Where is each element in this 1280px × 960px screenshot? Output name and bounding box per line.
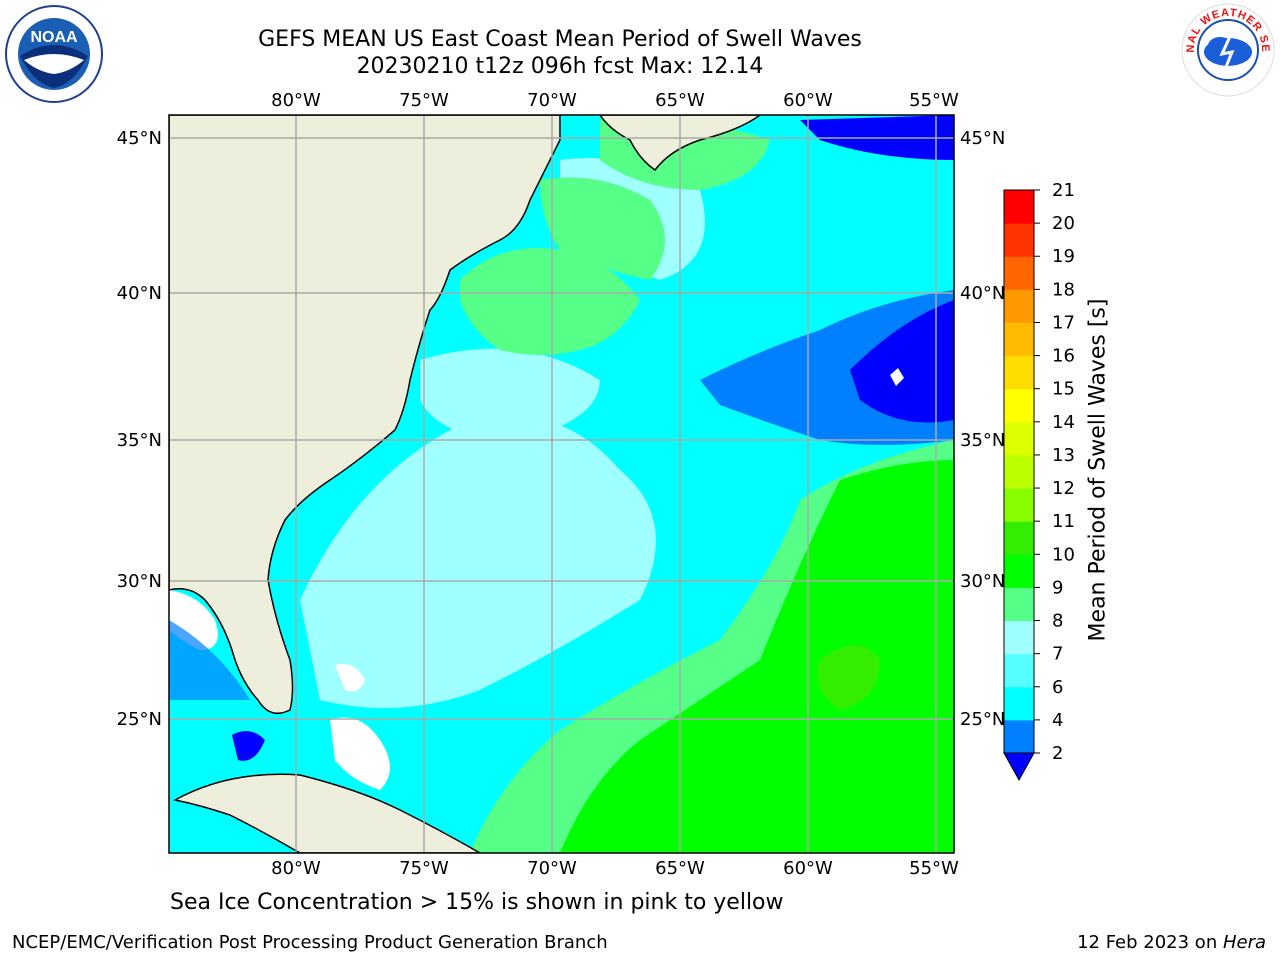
lat-label-right: 45°N: [960, 128, 1005, 149]
lat-label-right: 25°N: [960, 709, 1005, 730]
colorbar-swatch: [1004, 587, 1034, 622]
lon-label-top: 65°W: [655, 90, 705, 111]
colorbar-swatch: [1004, 190, 1034, 224]
colorbar-tick-label: 4: [1052, 710, 1063, 731]
colorbar-tick-label: 6: [1052, 677, 1063, 698]
lat-label-right: 40°N: [960, 283, 1005, 304]
colorbar-swatch: [1004, 554, 1034, 588]
lon-label-top: 70°W: [527, 90, 577, 111]
colorbar-tick-label: 21: [1052, 180, 1075, 201]
swell-zone-8-9s: [300, 415, 656, 708]
colorbar-tick-label: 17: [1052, 312, 1075, 333]
noaa-logo: NOAA: [5, 5, 103, 103]
colorbar-tick-label: 20: [1052, 213, 1075, 234]
colorbar-swatch: [1004, 653, 1034, 688]
sea-ice-note: Sea Ice Concentration > 15% is shown in …: [170, 890, 784, 915]
colorbar-ticks: 2 4 6 7 8 9 10 11 12 13 14 15 16 17 18 19 20 21: [1034, 180, 1075, 764]
lon-label-bottom: 75°W: [399, 858, 449, 879]
noaa-logo-text: NOAA: [30, 29, 78, 46]
colorbar-tick-label: 14: [1052, 412, 1075, 433]
lon-label-top: 80°W: [271, 90, 321, 111]
lon-label-top: 75°W: [399, 90, 449, 111]
lon-label-bottom: 80°W: [271, 858, 321, 879]
colorbar-tick-label: 2: [1052, 743, 1063, 764]
colorbar-extend-triangle: [1003, 752, 1035, 782]
colorbar-frame: [1003, 189, 1035, 754]
map-grid: [169, 115, 954, 853]
lon-label-bottom: 60°W: [783, 858, 833, 879]
chart-subtitle: 20230210 t12z 096h fcst Max: 12.14: [356, 54, 764, 79]
colorbar-swatch: [1004, 421, 1034, 456]
footer-host: Hera: [1222, 932, 1266, 953]
nws-logo: NATIONAL WEATHER SERVICE: [1180, 2, 1275, 97]
footer-org: NCEP/EMC/Verification Post Processing Pr…: [12, 932, 608, 953]
lat-label-left: 25°N: [117, 709, 162, 730]
colorbar-swatch: [1004, 620, 1034, 655]
colorbar-swatch: [1004, 719, 1034, 754]
colorbar-tick-label: 18: [1052, 279, 1075, 300]
colorbar-tick-label: 9: [1052, 577, 1063, 598]
footer-date-text: 12 Feb 2023 on: [1077, 932, 1223, 953]
colorbar-swatch: [1004, 355, 1034, 390]
colorbar-tick-label: 11: [1052, 511, 1075, 532]
colorbar-tick-label: 13: [1052, 445, 1075, 466]
lat-label-left: 35°N: [117, 430, 162, 451]
colorbar-tick-label: 16: [1052, 346, 1075, 367]
map-frame: [168, 114, 955, 854]
lat-label-left: 30°N: [117, 571, 162, 592]
lon-label-bottom: 55°W: [909, 858, 959, 879]
colorbar-swatch: [1004, 521, 1034, 555]
colorbar-swatch: [1004, 256, 1034, 290]
colorbar-label: Mean Period of Swell Waves [s]: [1085, 298, 1111, 642]
lon-label-top: 55°W: [909, 90, 959, 111]
lon-label-bottom: 65°W: [655, 858, 705, 879]
colorbar-swatch: [1004, 322, 1034, 357]
colorbar-tick-label: 12: [1052, 478, 1075, 499]
colorbar-swatch: [1004, 289, 1034, 323]
colorbar-tick-label: 10: [1052, 544, 1075, 565]
swell-zone-9-10s-north: [460, 248, 640, 355]
colorbar-swatch: [1004, 454, 1034, 489]
colorbar-swatch: [1004, 488, 1034, 522]
colorbar-swatches: [1003, 189, 1035, 782]
footer-date: 12 Feb 2023 on Hera: [1077, 932, 1266, 953]
colorbar-tick-label: 15: [1052, 379, 1075, 400]
land-cuba: [172, 773, 482, 853]
lon-label-bottom: 70°W: [527, 858, 577, 879]
colorbar-tick-label: 19: [1052, 246, 1075, 267]
colorbar-swatch: [1004, 686, 1034, 721]
lat-label-left: 40°N: [117, 283, 162, 304]
lon-label-top: 60°W: [783, 90, 833, 111]
colorbar-tick-label: 7: [1052, 644, 1063, 665]
colorbar-tick-label: 8: [1052, 611, 1063, 632]
land-north-america: [169, 115, 561, 715]
lat-label-left: 45°N: [117, 128, 162, 149]
chart-title: GEFS MEAN US East Coast Mean Period of S…: [258, 27, 862, 52]
colorbar-swatch: [1004, 223, 1034, 257]
lat-label-right: 35°N: [960, 430, 1005, 451]
lat-label-right: 30°N: [960, 571, 1005, 592]
colorbar-swatch: [1004, 388, 1034, 423]
